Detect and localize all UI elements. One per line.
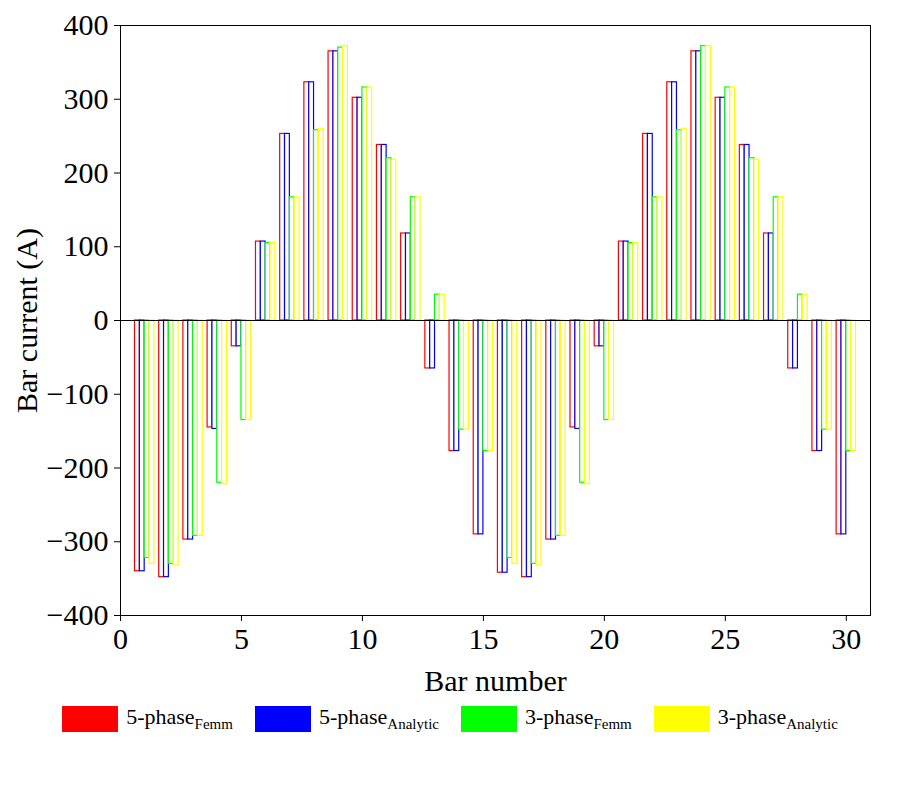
svg-text:15: 15 [468,622,498,655]
svg-text:5: 5 [234,622,249,655]
svg-text:−100: −100 [47,377,109,410]
svg-text:0: 0 [94,303,109,336]
html-text:3-phaseAnalytic: 3-phaseAnalytic [717,704,838,733]
svg-text:200: 200 [64,156,109,189]
svg-text:30: 30 [831,622,861,655]
svg-text:−400: −400 [47,598,109,631]
html-text:3-phaseFemm: 3-phaseFemm [525,704,632,733]
svg-text:−300: −300 [47,524,109,557]
svg-text:400: 400 [64,8,109,41]
html-text:5-phaseAnalytic: 5-phaseAnalytic [318,704,439,733]
svg-text:Bar current (A): Bar current (A) [10,228,44,413]
svg-text:0: 0 [113,622,128,655]
svg-text:−200: −200 [47,451,109,484]
svg-text:20: 20 [589,622,619,655]
svg-text:Bar number: Bar number [424,664,566,697]
svg-text:100: 100 [64,229,109,262]
html-text:5-phaseFemm: 5-phaseFemm [126,704,233,733]
svg-text:300: 300 [64,82,109,115]
svg-text:10: 10 [347,622,377,655]
svg-text:25: 25 [710,622,740,655]
